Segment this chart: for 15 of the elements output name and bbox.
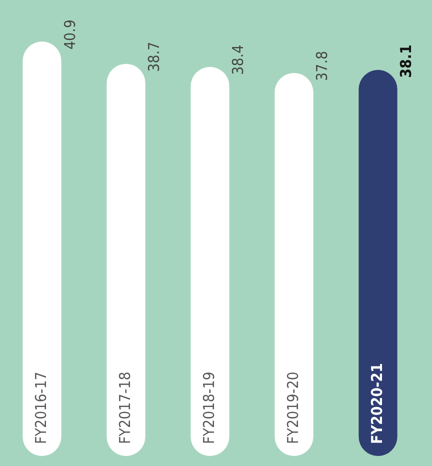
data-label: 37.8 (313, 50, 332, 81)
bar (358, 70, 398, 456)
x-tick-label: FY2016-17 (32, 372, 50, 444)
bar (22, 42, 62, 456)
data-label: 40.9 (61, 20, 80, 50)
data-label: 38.7 (145, 42, 164, 72)
data-label: 38.4 (229, 44, 248, 75)
x-tick-label: FY2018-19 (200, 372, 218, 444)
x-tick-label: FY2019-20 (284, 372, 302, 444)
x-tick-label: FY2017-18 (116, 372, 134, 444)
bar (190, 66, 230, 456)
bar (274, 72, 314, 456)
x-tick-label: FY2020-21 (368, 363, 386, 444)
data-label: 38.1 (397, 44, 416, 78)
bar (106, 64, 146, 456)
